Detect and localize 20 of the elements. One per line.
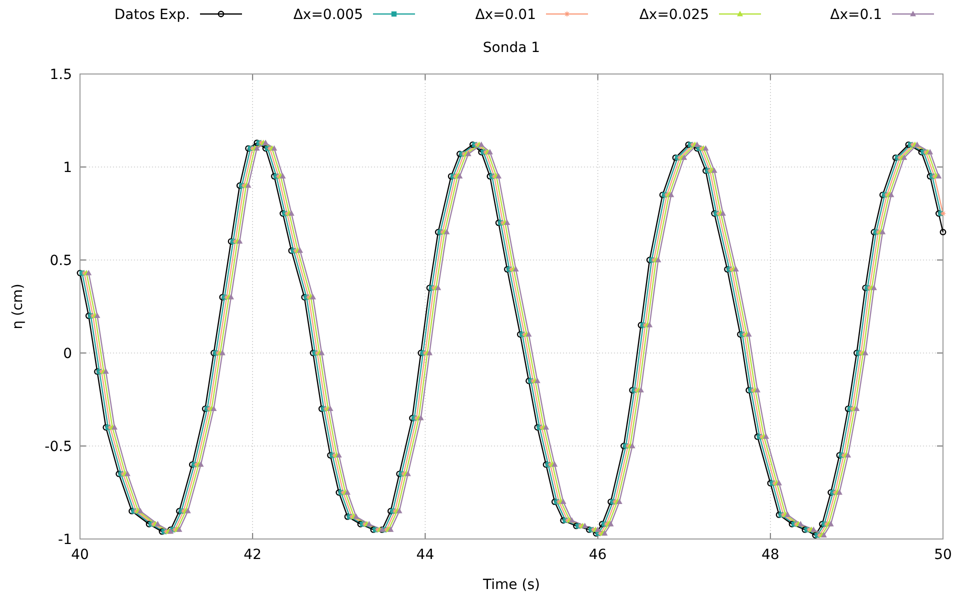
legend-label: Δx=0.1	[830, 7, 882, 23]
x-tick-label: 48	[761, 547, 780, 563]
x-axis-title: Time (s)	[482, 577, 540, 593]
legend-label: Δx=0.025	[639, 7, 709, 23]
x-tick-label: 44	[416, 547, 434, 563]
chart-title: Sonda 1	[482, 40, 540, 56]
y-axis-title: η (cm)	[10, 284, 26, 330]
y-tick-label: 0.5	[50, 252, 72, 269]
x-tick-label: 50	[934, 547, 952, 563]
x-tick-label: 42	[244, 547, 262, 563]
y-tick-label: -1	[58, 532, 72, 548]
legend-label: Δx=0.005	[293, 7, 363, 23]
x-tick-label: 46	[588, 547, 607, 563]
y-tick-label: -0.5	[44, 438, 72, 455]
y-tick-label: 0	[63, 346, 72, 362]
legend-label: Datos Exp.	[114, 7, 190, 23]
legend-label: Δx=0.01	[475, 7, 536, 23]
x-tick-label: 40	[71, 547, 89, 563]
y-tick-label: 1.5	[50, 66, 72, 83]
y-tick-label: 1	[63, 160, 72, 176]
